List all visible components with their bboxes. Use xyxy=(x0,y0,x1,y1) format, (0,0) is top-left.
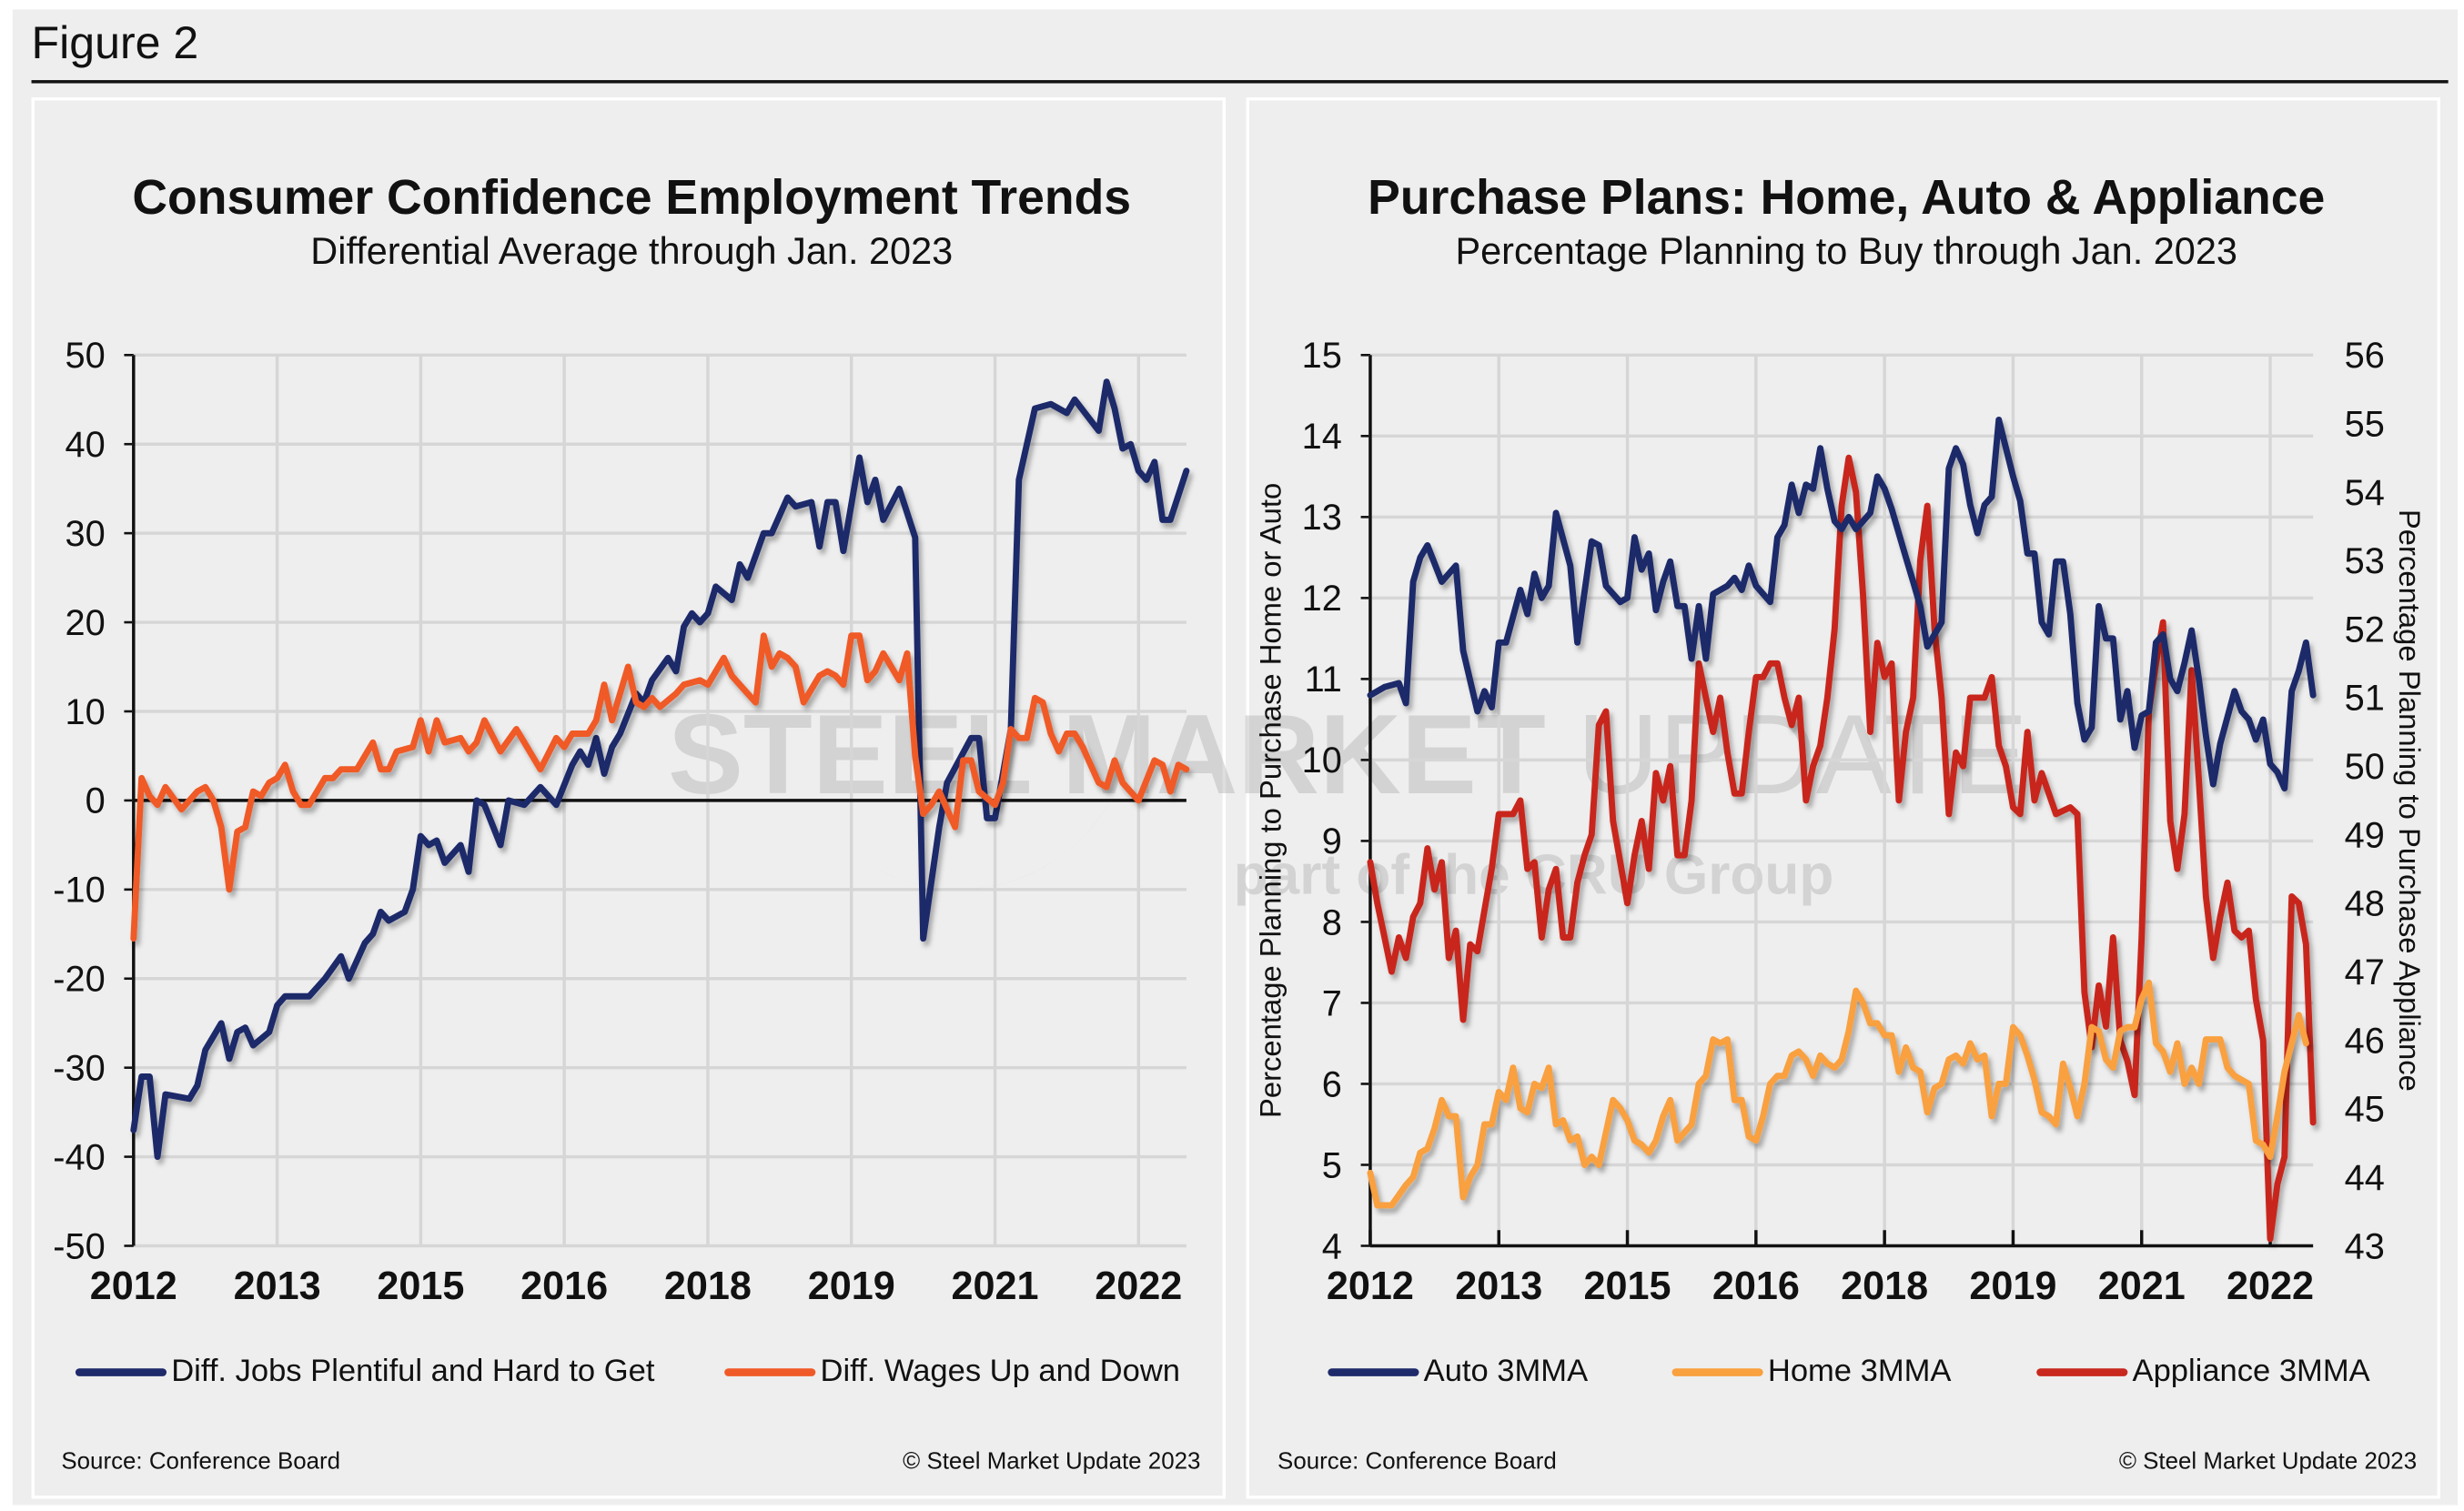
y-tick-label: 8 xyxy=(1322,902,1342,942)
copyright-note: © Steel Market Update 2023 xyxy=(903,1448,1201,1476)
legend-swatch xyxy=(2036,1368,2128,1376)
figure-label: Figure 2 xyxy=(31,18,199,69)
x-tick-label: 2022 xyxy=(1095,1264,1182,1308)
y-tick-label: 10 xyxy=(1302,740,1342,781)
chart-title: Purchase Plans: Home, Auto & Appliance xyxy=(1368,169,2326,225)
y2-tick-label: 45 xyxy=(2345,1090,2385,1130)
y2-tick-label: 43 xyxy=(2345,1226,2385,1266)
y2-tick-label: 54 xyxy=(2345,473,2385,513)
x-tick-label: 2012 xyxy=(1327,1264,1414,1308)
y-tick-label: 30 xyxy=(66,514,106,554)
x-tick-label: 2016 xyxy=(1712,1264,1800,1308)
y-tick-label: 50 xyxy=(66,336,106,376)
source-note: Source: Conference Board xyxy=(1277,1448,1557,1476)
y-tick-label: 4 xyxy=(1322,1226,1342,1266)
x-tick-label: 2015 xyxy=(377,1264,464,1308)
y2-tick-label: 52 xyxy=(2345,609,2385,650)
copyright-note: © Steel Market Update 2023 xyxy=(2118,1448,2418,1476)
y2-tick-label: 44 xyxy=(2345,1158,2385,1198)
figure-divider xyxy=(31,80,2449,84)
legend-label: Diff. Wages Up and Down xyxy=(820,1354,1180,1389)
y-tick-label: 14 xyxy=(1302,417,1342,457)
chart-2: 1514131211109876545655545352515049484746… xyxy=(1254,336,2428,1308)
watermark-bold-text: STEEL MARKET xyxy=(667,692,1546,819)
y-tick-label: 13 xyxy=(1302,498,1342,538)
legend-swatch xyxy=(724,1368,816,1376)
x-tick-label: 2021 xyxy=(2098,1264,2186,1308)
legend-item-wages: Diff. Wages Up and Down xyxy=(724,1355,1180,1391)
series-line-appliance xyxy=(1367,454,2317,1243)
y-tick-label: 11 xyxy=(1305,660,1342,700)
y-tick-label: 9 xyxy=(1322,821,1342,861)
panel-purchase-plans xyxy=(1246,97,2441,1499)
y2-tick-label: 53 xyxy=(2345,541,2385,581)
y2-axis-title: Percentage Planning to Purchase Applianc… xyxy=(2393,509,2427,1092)
x-tick-label: 2016 xyxy=(520,1264,608,1308)
series-line-jobs xyxy=(130,378,1190,1161)
x-tick-label: 2013 xyxy=(234,1264,321,1308)
y2-tick-label: 56 xyxy=(2345,336,2385,376)
y2-tick-label: 48 xyxy=(2345,884,2385,924)
series-line-auto xyxy=(1367,417,2317,792)
chart-title: Consumer Confidence Employment Trends xyxy=(132,169,1132,225)
x-tick-label: 2021 xyxy=(951,1264,1038,1308)
x-tick-label: 2018 xyxy=(1841,1264,1928,1308)
y-axis-title: Percentage Planning to Purchase Home or … xyxy=(1254,483,1288,1118)
legend-label: Appliance 3MMA xyxy=(2132,1354,2370,1389)
x-tick-label: 2012 xyxy=(90,1264,177,1308)
series-line-wages xyxy=(130,632,1190,942)
legend-item-home: Home 3MMA xyxy=(1671,1354,1952,1391)
y-tick-label: 20 xyxy=(66,603,106,643)
y-tick-label: 15 xyxy=(1302,336,1342,376)
y2-tick-label: 49 xyxy=(2345,815,2385,855)
legend-swatch xyxy=(75,1368,167,1376)
x-tick-label: 2019 xyxy=(808,1264,895,1308)
y-tick-label: -20 xyxy=(53,960,105,1000)
y2-tick-label: 50 xyxy=(2345,747,2385,787)
legend-label: Diff. Jobs Plentiful and Hard to Get xyxy=(171,1354,655,1389)
x-tick-label: 2015 xyxy=(1584,1264,1671,1308)
x-tick-label: 2018 xyxy=(664,1264,752,1308)
y-tick-label: -40 xyxy=(53,1137,105,1177)
y-tick-label: 10 xyxy=(66,692,106,732)
series-line-home xyxy=(1367,979,2309,1209)
x-tick-label: 2013 xyxy=(1455,1264,1542,1308)
x-tick-label: 2022 xyxy=(2227,1264,2314,1308)
chart-subtitle: Differential Average through Jan. 2023 xyxy=(310,230,954,274)
legend-label: Home 3MMA xyxy=(1767,1354,1952,1389)
y-tick-label: 5 xyxy=(1322,1145,1342,1185)
y-tick-label: 7 xyxy=(1322,983,1342,1023)
y-tick-label: 12 xyxy=(1302,579,1342,619)
chart-subtitle: Percentage Planning to Buy through Jan. … xyxy=(1455,230,2237,274)
legend-label: Auto 3MMA xyxy=(1423,1354,1589,1389)
x-tick-label: 2019 xyxy=(1969,1264,2056,1308)
y-tick-label: 40 xyxy=(66,425,106,465)
y2-tick-label: 51 xyxy=(2345,679,2385,719)
legend-item-appliance: Appliance 3MMA xyxy=(2036,1354,2370,1391)
y-tick-label: -10 xyxy=(53,871,105,911)
legend-swatch xyxy=(1671,1368,1763,1376)
legend-item-auto: Auto 3MMA xyxy=(1328,1355,1588,1391)
y2-tick-label: 47 xyxy=(2345,952,2385,992)
panel-employment-trends xyxy=(31,97,1227,1499)
y-tick-label: -50 xyxy=(53,1226,105,1266)
y-tick-label: 6 xyxy=(1322,1064,1342,1104)
y-tick-label: -30 xyxy=(53,1048,105,1088)
legend-swatch xyxy=(1328,1368,1419,1376)
y-tick-label: 0 xyxy=(86,781,106,821)
y2-tick-label: 46 xyxy=(2345,1021,2385,1061)
legend-item-jobs: Diff. Jobs Plentiful and Hard to Get xyxy=(75,1354,655,1391)
source-note: Source: Conference Board xyxy=(61,1448,341,1476)
y2-tick-label: 55 xyxy=(2345,404,2385,444)
